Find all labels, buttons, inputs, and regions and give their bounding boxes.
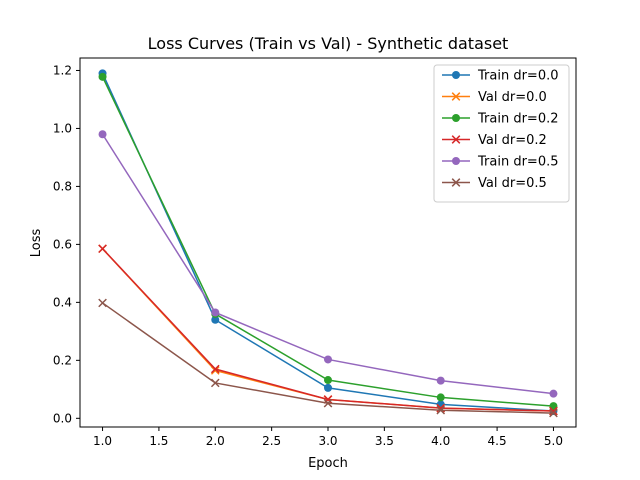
legend-item: Val dr=0.0 — [442, 90, 547, 105]
x-tick-label: 4.5 — [488, 434, 507, 448]
legend-item: Train dr=0.5 — [442, 155, 559, 170]
x-tick-label: 2.0 — [206, 434, 225, 448]
y-axis-ticks: 0.0 0.2 0.4 0.6 0.8 1.0 1.2 — [53, 63, 80, 425]
legend-marker — [451, 92, 461, 101]
legend-item: Train dr=0.2 — [442, 112, 559, 127]
legend-label: Train dr=0.2 — [477, 112, 559, 127]
data-point — [211, 315, 220, 324]
data-point — [549, 408, 558, 418]
data-point — [98, 72, 107, 81]
x-tick-label: 5.0 — [544, 434, 563, 448]
y-tick-label: 0.8 — [53, 179, 72, 193]
x-axis-ticks: 1.0 1.5 2.0 2.5 3.0 3.5 4.0 4.5 5.0 — [93, 427, 563, 448]
data-point — [98, 244, 107, 254]
legend-marker — [452, 71, 460, 79]
data-point — [98, 130, 107, 139]
legend-item: Train dr=0.0 — [442, 69, 559, 84]
legend-marker — [452, 157, 460, 165]
data-point — [324, 376, 332, 385]
x-tick-label: 1.0 — [93, 434, 112, 448]
legend: Train dr=0.0 Val dr=0.0 Train dr=0.2 Val dr… — [433, 64, 570, 203]
y-axis-label: Loss — [29, 229, 44, 258]
chart-title: Loss Curves (Train vs Val) - Synthetic d… — [148, 34, 509, 53]
data-point — [210, 366, 220, 375]
data-point — [324, 383, 332, 392]
data-point — [210, 364, 220, 374]
y-tick-label: 0.6 — [53, 237, 72, 251]
legend-label: Val dr=0.0 — [478, 90, 547, 105]
plot-area — [98, 69, 558, 418]
legend-marker — [451, 135, 461, 144]
data-point — [323, 398, 333, 408]
x-tick-label: 3.5 — [375, 434, 394, 448]
y-tick-label: 1.0 — [53, 121, 72, 135]
legend-marker — [452, 114, 460, 122]
y-tick-label: 0.0 — [53, 411, 72, 425]
legend-label: Val dr=0.5 — [478, 176, 547, 191]
data-point — [211, 308, 220, 317]
data-point — [323, 395, 333, 404]
data-point — [324, 355, 332, 364]
y-tick-label: 0.2 — [53, 353, 72, 367]
legend-label: Train dr=0.0 — [477, 69, 559, 84]
legend-label: Val dr=0.2 — [478, 133, 547, 148]
legend-item: Val dr=0.5 — [442, 176, 547, 191]
data-point — [549, 389, 558, 398]
x-tick-label: 1.5 — [149, 434, 168, 448]
y-tick-label: 0.4 — [53, 295, 72, 309]
x-tick-label: 3.0 — [318, 434, 337, 448]
data-point — [436, 393, 445, 402]
legend-label: Train dr=0.5 — [477, 155, 559, 170]
legend-marker — [451, 178, 461, 187]
y-tick-label: 1.2 — [53, 63, 72, 77]
data-point — [210, 378, 220, 388]
legend-box — [433, 64, 570, 203]
data-point — [436, 405, 446, 415]
x-axis-label: Epoch — [308, 456, 348, 471]
x-tick-label: 4.0 — [431, 434, 450, 448]
data-point — [98, 298, 107, 308]
data-point — [436, 376, 445, 385]
x-tick-label: 2.5 — [262, 434, 281, 448]
legend-item: Val dr=0.2 — [442, 133, 547, 148]
